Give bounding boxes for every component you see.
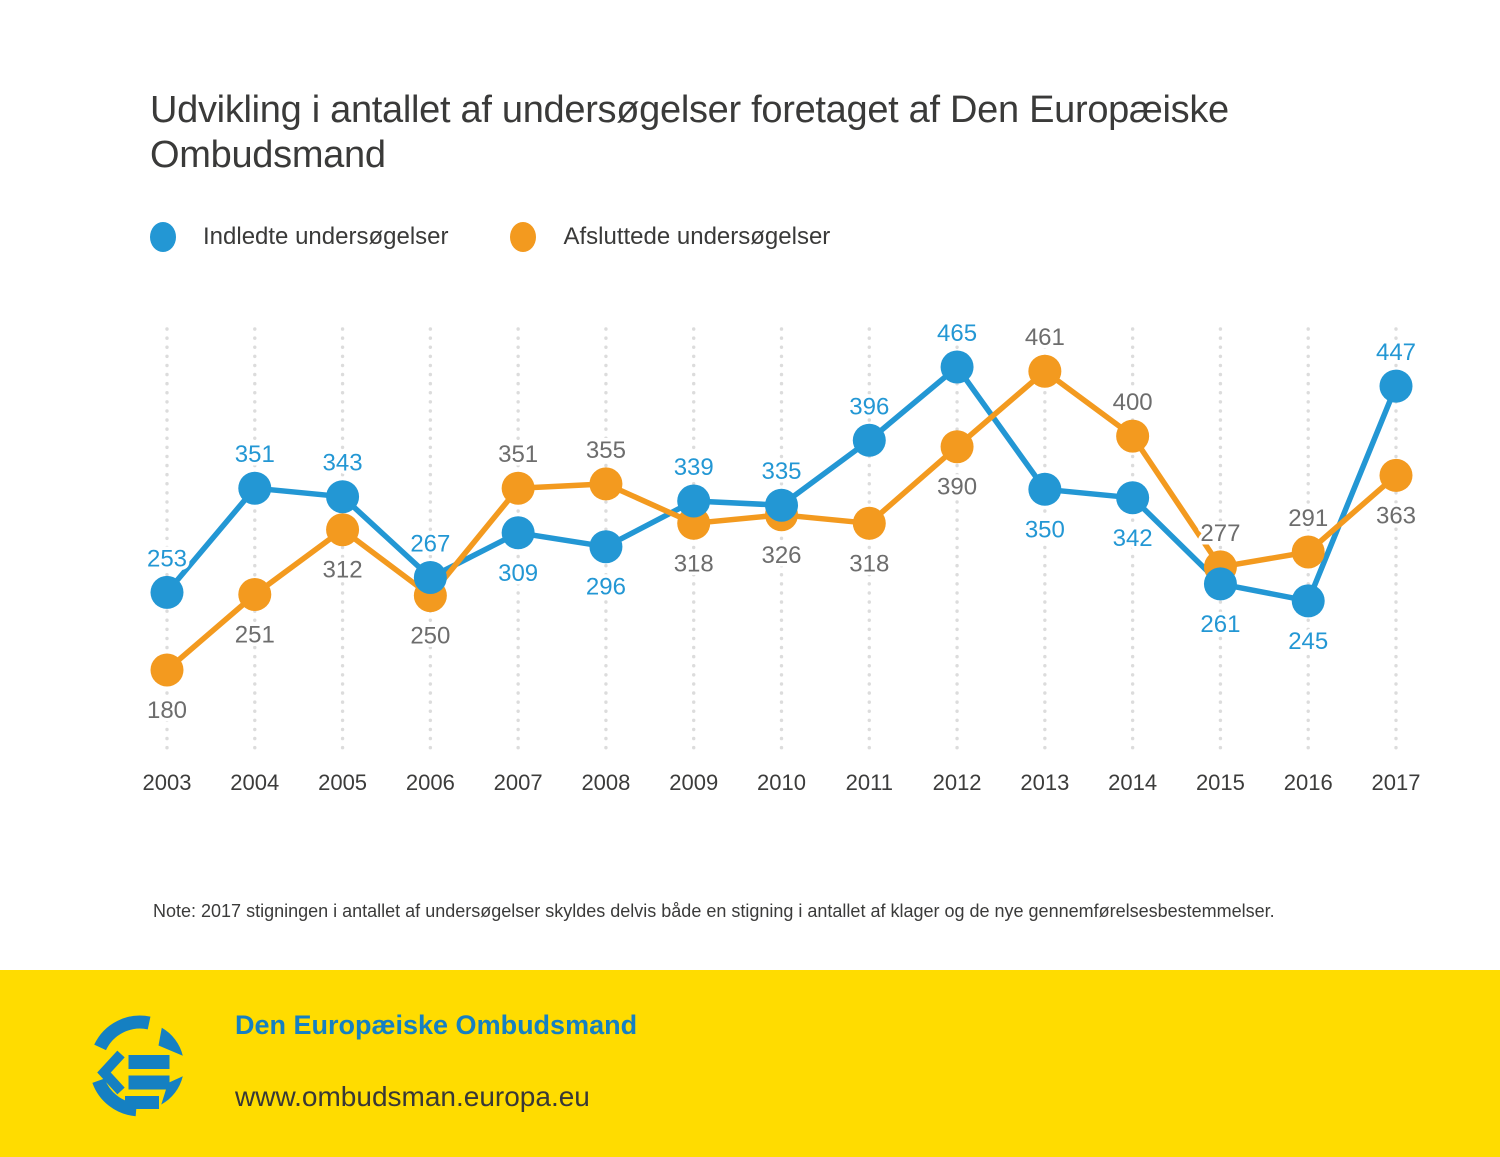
value-label-indledte-2006: 267 — [410, 531, 450, 558]
logo-e-bar-bottom — [125, 1096, 159, 1109]
x-axis-label-2004: 2004 — [230, 770, 279, 795]
marker-indledte-2017 — [1379, 369, 1413, 403]
value-label-afsluttede-2014: 400 — [1113, 389, 1153, 416]
marker-indledte-2016 — [1291, 584, 1325, 618]
x-axis-label-2008: 2008 — [581, 770, 630, 795]
marker-indledte-2005 — [326, 480, 360, 514]
logo-bottom-right-sail — [161, 1076, 183, 1105]
marker-afsluttede-2005 — [326, 513, 360, 547]
x-axis-label-2006: 2006 — [406, 770, 455, 795]
logo-e-bar-middle — [128, 1075, 170, 1090]
value-label-afsluttede-2017: 363 — [1376, 502, 1416, 529]
footer-org-name: Den Europæiske Ombudsmand — [235, 1010, 638, 1040]
logo-left-chevron — [97, 1050, 125, 1095]
marker-indledte-2013 — [1028, 472, 1062, 506]
legend: Indledte undersøgelser Afsluttede unders… — [150, 222, 830, 252]
footer-url: www.ombudsman.europa.eu — [235, 1081, 590, 1112]
value-label-indledte-2004: 351 — [235, 441, 275, 468]
marker-indledte-2009 — [677, 484, 711, 518]
marker-afsluttede-2016 — [1291, 535, 1325, 569]
marker-indledte-2008 — [589, 530, 623, 564]
legend-swatch-afsluttede-icon — [510, 222, 537, 252]
legend-label-indledte: Indledte undersøgelser — [203, 223, 449, 250]
value-label-indledte-2010: 335 — [761, 458, 801, 485]
value-label-indledte-2015: 261 — [1200, 611, 1240, 638]
x-axis-label-2014: 2014 — [1108, 770, 1157, 795]
marker-indledte-2006 — [413, 561, 447, 594]
value-label-indledte-2016: 245 — [1288, 628, 1328, 655]
marker-indledte-2012 — [940, 350, 974, 384]
logo-bottom-arc — [92, 1078, 138, 1117]
marker-indledte-2014 — [1116, 481, 1150, 515]
legend-item-afsluttede: Afsluttede undersøgelser — [510, 222, 830, 252]
european-ombudsman-logo-icon — [92, 1015, 183, 1117]
legend-item-indledte: Indledte undersøgelser — [150, 222, 448, 252]
marker-indledte-2007 — [501, 516, 535, 550]
value-label-afsluttede-2006: 250 — [410, 623, 450, 650]
x-axis-label-2015: 2015 — [1196, 770, 1245, 795]
value-label-indledte-2013: 350 — [1025, 516, 1065, 543]
value-label-afsluttede-2003: 180 — [147, 697, 187, 724]
value-label-afsluttede-2016: 291 — [1288, 505, 1328, 532]
marker-afsluttede-2012 — [940, 430, 974, 464]
value-label-afsluttede-2008: 355 — [586, 437, 626, 464]
x-axis-label-2007: 2007 — [494, 770, 543, 795]
marker-afsluttede-2004 — [238, 578, 272, 611]
value-label-indledte-2007: 309 — [498, 560, 538, 587]
value-label-afsluttede-2005: 312 — [323, 557, 363, 584]
value-label-indledte-2017: 447 — [1376, 339, 1416, 366]
value-label-afsluttede-2015: 277 — [1200, 520, 1240, 547]
value-label-indledte-2005: 343 — [323, 450, 363, 477]
marker-afsluttede-2017 — [1379, 458, 1413, 492]
value-label-indledte-2012: 465 — [937, 320, 977, 347]
marker-indledte-2010 — [765, 488, 798, 522]
page-title-line1: Udvikling i antallet af undersøgelser fo… — [150, 89, 1229, 131]
logo-top-arc — [94, 1015, 151, 1051]
value-label-indledte-2009: 339 — [674, 454, 714, 481]
chart-note: Note: 2017 stigningen i antallet af unde… — [153, 901, 1275, 921]
value-label-afsluttede-2010: 326 — [761, 542, 801, 569]
marker-afsluttede-2007 — [501, 471, 535, 505]
marker-afsluttede-2008 — [589, 467, 623, 501]
marker-indledte-2011 — [852, 423, 886, 457]
page-title: Udvikling i antallet af undersøgelser fo… — [150, 88, 1229, 178]
logo-e-bar-top — [128, 1055, 170, 1069]
x-axis-label-2017: 2017 — [1372, 770, 1421, 795]
marker-afsluttede-2003 — [150, 653, 184, 687]
x-axis-label-2011: 2011 — [846, 770, 893, 795]
value-label-afsluttede-2007: 351 — [498, 441, 538, 468]
value-label-afsluttede-2004: 251 — [235, 622, 275, 649]
logo-top-right-sail — [158, 1027, 183, 1056]
marker-afsluttede-2014 — [1116, 419, 1150, 453]
x-axis-label-2005: 2005 — [318, 770, 367, 795]
marker-indledte-2003 — [150, 575, 184, 609]
x-axis-label-2009: 2009 — [669, 770, 718, 795]
value-label-afsluttede-2013: 461 — [1025, 324, 1065, 351]
value-label-afsluttede-2011: 318 — [849, 550, 889, 577]
x-axis-label-2010: 2010 — [757, 770, 806, 795]
page-title-line2: Ombudsmand — [150, 134, 386, 176]
value-label-afsluttede-2012: 390 — [937, 474, 977, 501]
value-label-indledte-2003: 253 — [147, 545, 187, 572]
value-label-indledte-2014: 342 — [1113, 525, 1153, 552]
legend-swatch-indledte-icon — [150, 222, 176, 252]
marker-afsluttede-2011 — [852, 506, 886, 540]
value-label-afsluttede-2009: 318 — [674, 550, 714, 577]
x-axis-label-2013: 2013 — [1020, 770, 1069, 795]
x-axis-label-2016: 2016 — [1284, 770, 1333, 795]
x-axis-label-2003: 2003 — [143, 770, 192, 795]
value-label-indledte-2008: 296 — [586, 574, 626, 601]
legend-label-afsluttede: Afsluttede undersøgelser — [563, 223, 831, 250]
footer-band — [0, 970, 1500, 1157]
marker-afsluttede-2013 — [1028, 354, 1062, 388]
value-label-indledte-2011: 396 — [849, 393, 889, 420]
x-axis-label-2012: 2012 — [933, 770, 982, 795]
marker-indledte-2015 — [1203, 567, 1237, 601]
marker-indledte-2004 — [238, 471, 272, 505]
